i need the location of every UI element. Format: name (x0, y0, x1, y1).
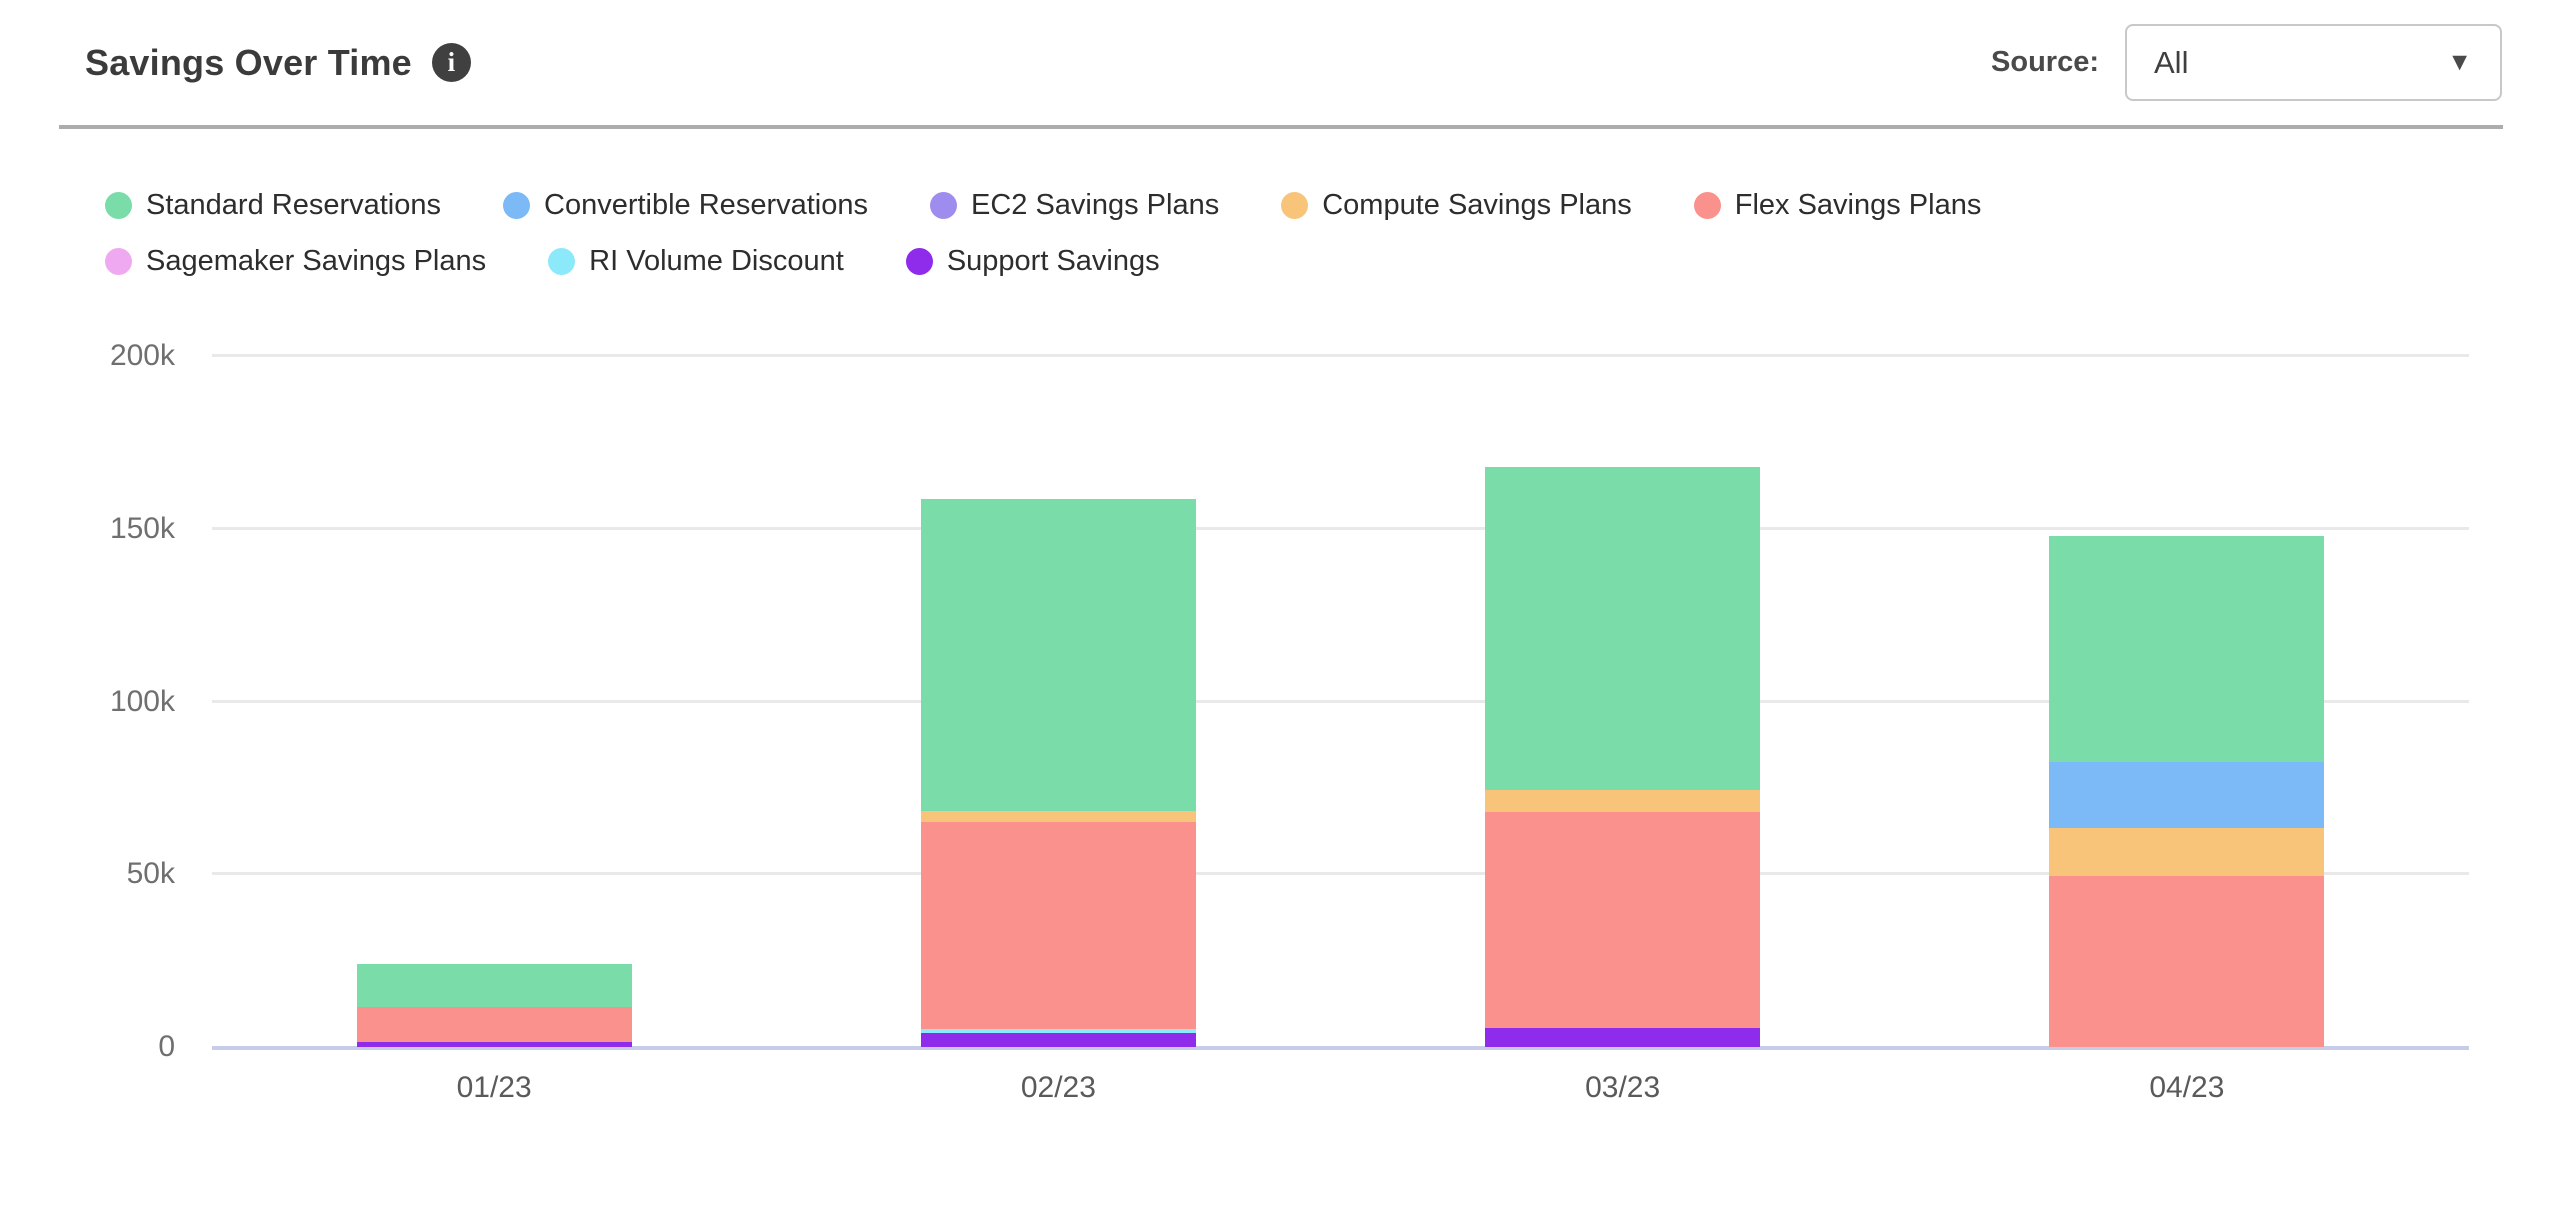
gridline (212, 526, 2469, 530)
legend-item-2[interactable]: EC2 Savings Plans (929, 189, 1220, 222)
legend-swatch-icon (1693, 192, 1721, 219)
legend-swatch-icon (929, 192, 957, 219)
bar-segment[interactable] (920, 821, 1196, 1030)
bar-segment[interactable] (2049, 535, 2325, 762)
bar-segment[interactable] (356, 1041, 632, 1047)
legend-label: Support Savings (946, 245, 1160, 277)
bar-segment[interactable] (356, 964, 632, 1008)
header-divider (59, 125, 2503, 129)
x-axis-tick-label: 01/23 (456, 1071, 532, 1104)
legend-swatch-icon (503, 192, 530, 219)
legend-swatch-icon (1281, 192, 1309, 219)
source-label: Source: (1991, 46, 2099, 78)
info-icon[interactable]: i (431, 43, 471, 82)
legend-item-4[interactable]: Flex Savings Plans (1693, 189, 1982, 222)
stacked-bar-04/23[interactable] (2049, 356, 2325, 1047)
panel-header: Savings Over Time i Source: All ▼ (0, 0, 2562, 125)
legend-swatch-icon (548, 248, 576, 275)
bar-segment[interactable] (2049, 875, 2325, 1047)
x-axis-tick-label: 04/23 (2149, 1071, 2225, 1104)
chart-legend: Standard Reservations Convertible Reserva… (105, 189, 2332, 278)
stacked-bar-02/23[interactable] (920, 356, 1196, 1047)
x-axis-tick-label: 02/23 (1020, 1071, 1096, 1104)
stacked-bar-01/23[interactable] (356, 356, 632, 1047)
bar-slot: 02/23 (776, 356, 1340, 1104)
y-axis-tick-label: 100k (109, 684, 175, 718)
legend-label: EC2 Savings Plans (970, 189, 1220, 221)
bar-segment[interactable] (920, 498, 1196, 812)
x-axis-line (212, 1046, 2469, 1050)
plot-area: 0 50k 100k 150k 200k 01/23 02/23 03/23 04/23 (110, 341, 2469, 1104)
source-select[interactable]: All ▼ (2125, 24, 2502, 101)
bar-segment[interactable] (920, 1033, 1196, 1047)
legend-label: Convertible Reservations (544, 189, 868, 221)
chevron-down-icon: ▼ (2447, 48, 2472, 76)
bar-segment[interactable] (920, 1029, 1196, 1034)
legend-label: Flex Savings Plans (1734, 189, 1982, 221)
stacked-bar-03/23[interactable] (1485, 356, 1761, 1047)
bar-segment[interactable] (1485, 812, 1761, 1028)
source-select-value: All (2154, 44, 2189, 80)
legend-swatch-icon (105, 192, 132, 219)
legend-label: Standard Reservations (146, 189, 441, 221)
gridline (212, 872, 2469, 876)
bar-slot: 03/23 (1341, 356, 1905, 1104)
bar-slot: 01/23 (212, 356, 776, 1104)
source-control: Source: All ▼ (1991, 24, 2502, 101)
y-axis-tick-label: 0 (158, 1030, 175, 1063)
gridline (212, 354, 2469, 357)
legend-label: Compute Savings Plans (1322, 189, 1632, 221)
bar-segment[interactable] (920, 811, 1196, 822)
bar-segment[interactable] (356, 1007, 632, 1042)
legend-item-7[interactable]: Support Savings (905, 245, 1160, 278)
bar-segment[interactable] (1485, 466, 1761, 790)
gridline (212, 699, 2469, 703)
legend-swatch-icon (905, 248, 933, 275)
bar-segment[interactable] (1485, 789, 1761, 813)
legend-label: RI Volume Discount (589, 245, 844, 277)
y-axis-tick-label: 200k (109, 339, 175, 372)
bar-slot: 04/23 (1905, 356, 2469, 1104)
x-axis-tick-label: 03/23 (1585, 1071, 1661, 1104)
legend-item-6[interactable]: RI Volume Discount (548, 245, 844, 278)
legend-swatch-icon (105, 248, 132, 275)
legend-item-1[interactable]: Convertible Reservations (503, 189, 868, 222)
title-group: Savings Over Time i (85, 42, 471, 84)
legend-item-5[interactable]: Sagemaker Savings Plans (105, 245, 486, 278)
legend-item-0[interactable]: Standard Reservations (105, 189, 441, 222)
legend-label: Sagemaker Savings Plans (146, 245, 487, 277)
y-axis-tick-label: 50k (126, 857, 175, 891)
bar-segment[interactable] (2049, 761, 2325, 828)
legend-item-3[interactable]: Compute Savings Plans (1281, 189, 1632, 222)
bar-segment[interactable] (1485, 1028, 1761, 1047)
info-icon-glyph: i (447, 47, 456, 77)
page-title: Savings Over Time (85, 41, 412, 83)
y-axis-tick-label: 150k (109, 511, 175, 545)
bar-segment[interactable] (2049, 827, 2325, 876)
